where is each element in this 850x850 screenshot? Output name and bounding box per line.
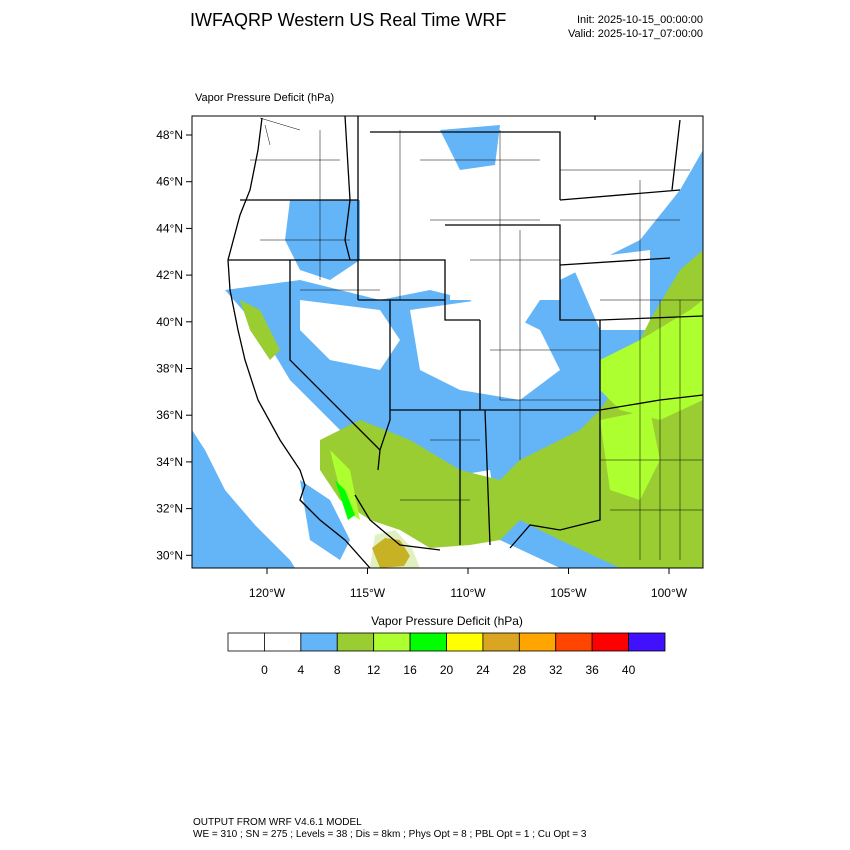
title: IWFAQRP Western US Real Time WRF: [190, 10, 506, 30]
lat-label: 30°N: [156, 548, 183, 562]
lat-label: 48°N: [156, 128, 183, 142]
colorbar-box: [409, 632, 447, 652]
lon-label: 110°W: [450, 586, 486, 600]
colorbar-label: 28: [513, 663, 527, 677]
lon-label: 115°W: [350, 586, 386, 600]
lat-labels: 48°N 46°N 44°N 42°N 40°N 38°N 36°N 34°N 32°N 30°N: [156, 128, 192, 562]
colorbar-box: [373, 632, 411, 652]
colorbar-label: 40: [622, 663, 636, 677]
footer-line: OUTPUT FROM WRF V4.6.1 MODEL: [193, 817, 362, 828]
lat-label: 44°N: [156, 221, 183, 235]
colorbar-label: 32: [549, 663, 563, 677]
colorbar-label: 16: [403, 663, 417, 677]
colorbar: 0 4 8 12 16 20 24 28 32 36 40: [227, 632, 666, 677]
colorbar-label: 12: [367, 663, 381, 677]
colorbar-box: [336, 632, 375, 652]
colorbar-box: [628, 632, 666, 652]
colorbar-box: [591, 632, 629, 652]
colorbar-label: 0: [261, 663, 268, 677]
colorbar-box: [482, 632, 520, 652]
colorbar-box: [555, 632, 593, 652]
colorbar-label: 8: [334, 663, 341, 677]
colorbar-label: 24: [476, 663, 490, 677]
map-frame: [191, 115, 704, 569]
lon-label: 120°W: [249, 586, 286, 600]
colorbar-box: [518, 632, 557, 652]
lat-label: 36°N: [156, 408, 183, 422]
colorbar-box: [264, 632, 302, 652]
field-title: Vapor Pressure Deficit (hPa): [195, 92, 334, 104]
map: 48°N 46°N 44°N 42°N 40°N 38°N 36°N 34°N 32°N 30°N…: [156, 115, 704, 600]
valid-time: Valid: 2025-10-17_07:00:00: [568, 28, 703, 40]
colorbar-box: [446, 632, 484, 652]
colorbar-label: 36: [585, 663, 599, 677]
lat-label: 34°N: [156, 455, 183, 469]
lat-label: 32°N: [156, 502, 183, 516]
colorbar-box: [227, 632, 265, 652]
colorbar-title: Vapor Pressure Deficit (hPa): [371, 614, 523, 628]
init-time: Init: 2025-10-15_00:00:00: [577, 14, 703, 26]
colorbar-box: [300, 632, 338, 652]
lat-label: 46°N: [156, 175, 183, 189]
lat-label: 40°N: [156, 315, 183, 329]
lon-labels: 120°W 115°W 110°W 105°W 100°W: [249, 568, 688, 600]
lat-label: 38°N: [156, 362, 183, 376]
lat-label: 42°N: [156, 268, 183, 282]
lon-label: 105°W: [550, 586, 587, 600]
footer-line: WE = 310 ; SN = 275 ; Levels = 38 ; Dis …: [193, 829, 587, 840]
colorbar-label: 4: [297, 663, 304, 677]
lon-label: 100°W: [651, 586, 688, 600]
colorbar-label: 20: [440, 663, 454, 677]
